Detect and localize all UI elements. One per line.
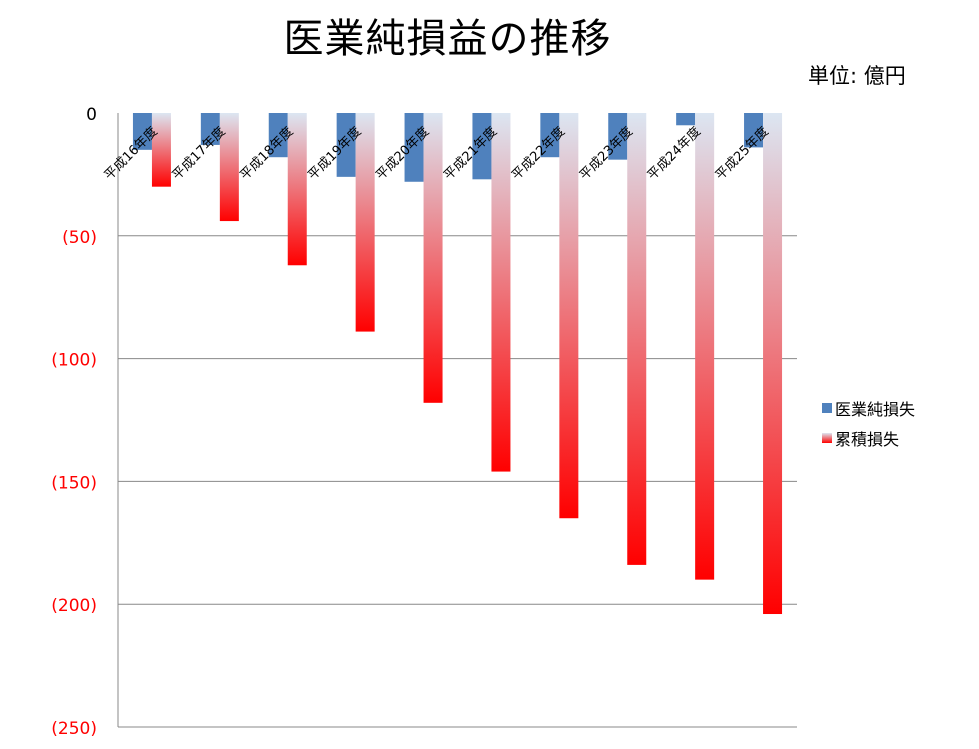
y-tick-label: (250) [51,719,97,739]
legend-label-cumulative-loss: 累積損失 [835,430,900,449]
unit-label: 単位: 億円 [808,64,906,88]
x-category-label: 平成16年度 [101,124,161,184]
bar-net-loss [268,113,288,158]
bar-cumulative-loss [763,113,783,615]
bar-net-loss [676,113,696,126]
bar-net-loss [336,113,356,177]
bar-cumulative-loss [627,113,647,565]
bar-cumulative-loss [355,113,375,332]
bar-cumulative-loss [151,113,171,187]
x-category-label: 平成17年度 [169,124,229,184]
x-category-label: 平成25年度 [712,124,772,184]
axes: 0 (50) (100) (150) (200) (250) [51,105,119,739]
bar-net-loss [132,113,152,150]
bars [132,113,783,615]
legend-swatch-cumulative-loss [822,433,832,443]
chart-title: 医業純損益の推移 [283,16,612,62]
gridlines [118,235,797,728]
y-tick-label: (200) [51,596,97,616]
bar-net-loss [200,113,220,145]
legend-label-net-loss: 医業純損失 [835,400,916,419]
x-category-label: 平成24年度 [644,124,704,184]
legend-item-cumulative-loss: 累積損失 [822,426,899,450]
bar-net-loss [540,113,560,158]
bar-cumulative-loss [287,113,307,266]
bar-cumulative-loss [559,113,579,519]
y-tick-label: (100) [51,351,97,371]
y-tick-label: 0 [86,105,97,125]
bar-net-loss [608,113,628,160]
y-tick-label: (150) [51,473,97,493]
bar-net-loss [404,113,424,182]
bar-net-loss [744,113,764,148]
legend-item-net-loss: 医業純損失 [822,396,915,420]
bar-net-loss [472,113,492,180]
y-tick-label: (50) [62,228,97,248]
bar-cumulative-loss [491,113,511,472]
bar-cumulative-loss [423,113,443,403]
bar-cumulative-loss [695,113,715,580]
bar-cumulative-loss [219,113,239,222]
legend-swatch-net-loss [822,403,832,413]
